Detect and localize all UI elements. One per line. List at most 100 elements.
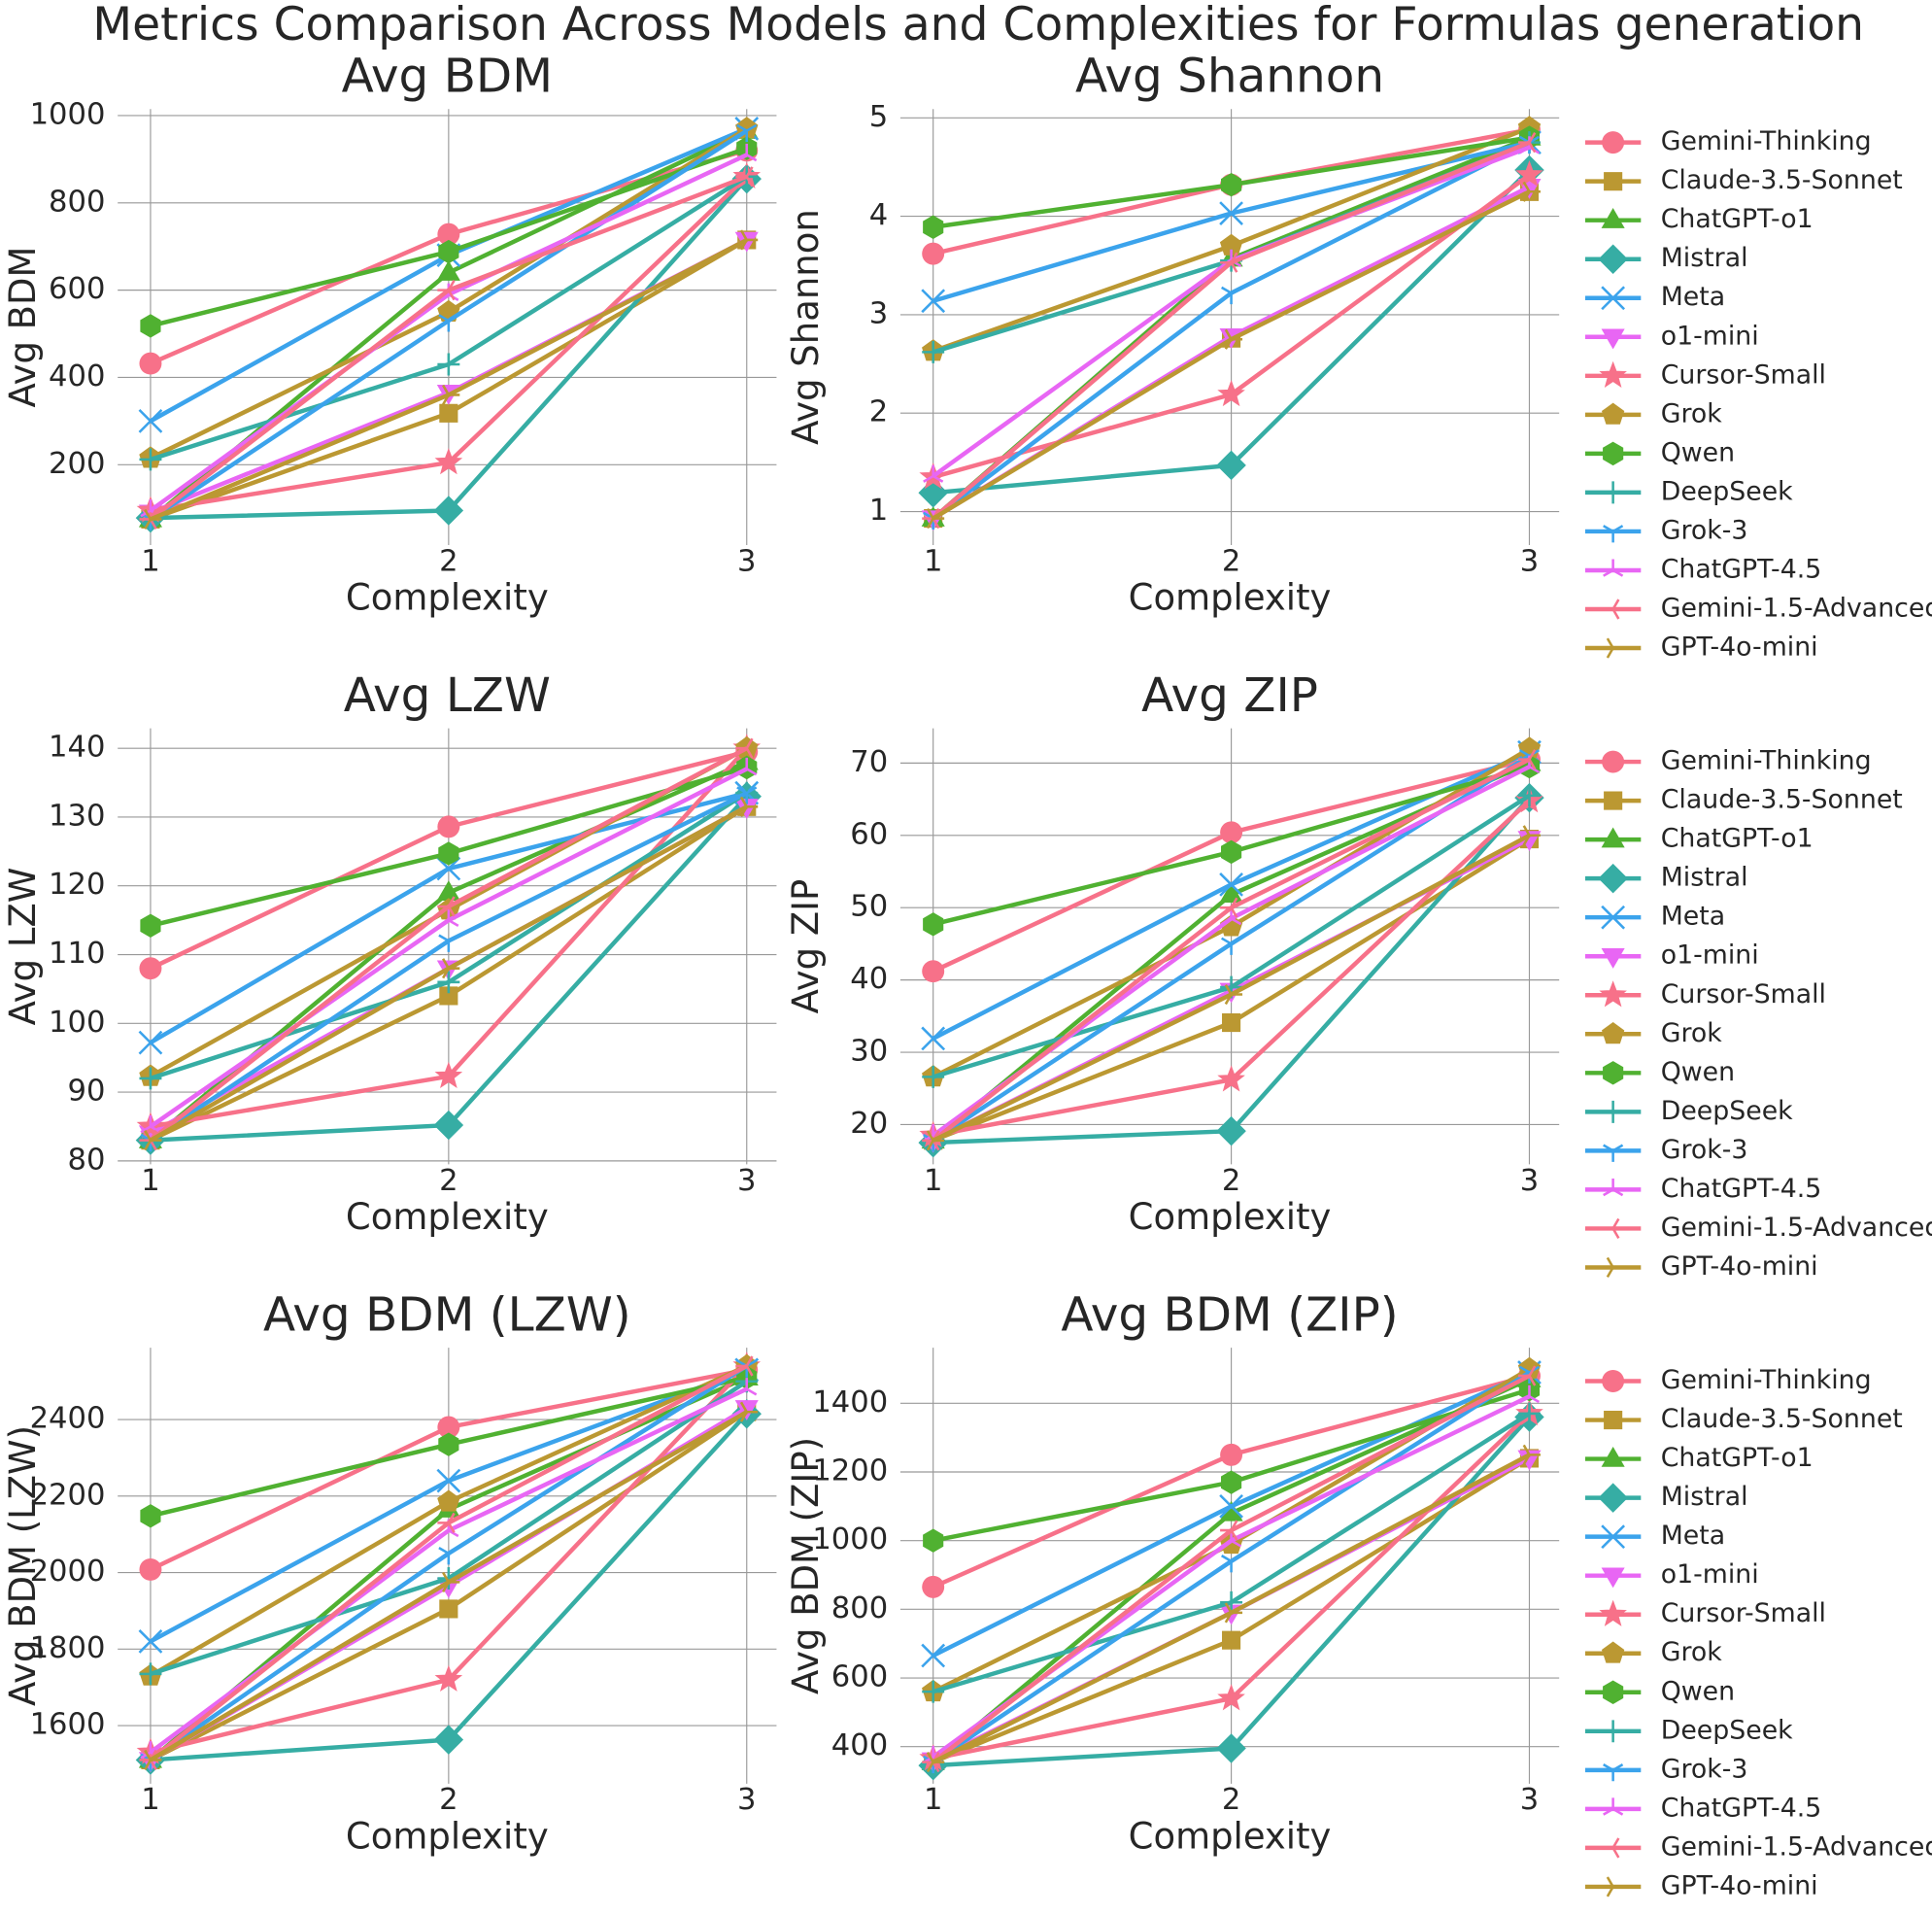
legend-marker <box>1602 1217 1620 1240</box>
legend-marker <box>1601 948 1625 969</box>
marker <box>139 1662 162 1686</box>
legend-marker <box>1601 1641 1625 1663</box>
legend-label: Gemini-Thinking <box>1661 126 1872 156</box>
y-tick-label: 600 <box>831 1660 888 1694</box>
marker <box>1221 1555 1242 1573</box>
y-tick-label: 3 <box>869 296 888 330</box>
legend-marker <box>1602 1100 1625 1123</box>
marker <box>1518 1402 1541 1425</box>
legend-label: Grok-3 <box>1661 515 1748 545</box>
marker <box>922 960 945 983</box>
y-axis-label: Avg BDM (ZIP) <box>785 1437 827 1694</box>
axes-title: Avg LZW <box>344 668 551 723</box>
y-tick-label: 100 <box>49 1006 105 1040</box>
y-tick-label: 400 <box>49 359 105 393</box>
marker <box>436 856 461 881</box>
legend-label: Meta <box>1661 902 1725 932</box>
marker <box>739 796 759 817</box>
marker <box>1217 379 1245 407</box>
marker <box>1522 825 1541 846</box>
y-axis-label: Avg ZIP <box>785 879 827 1014</box>
y-tick-label: 2200 <box>30 1478 106 1512</box>
legend-marker <box>1601 827 1625 848</box>
y-tick-label: 1400 <box>812 1385 888 1419</box>
y-tick-label: 60 <box>850 817 888 851</box>
x-tick-label: 1 <box>924 1164 942 1198</box>
legend-label: Grok <box>1661 1637 1723 1667</box>
axes-title: Avg ZIP <box>1141 668 1318 723</box>
legend-marker <box>1603 1680 1624 1704</box>
marker <box>437 896 456 917</box>
marker <box>1219 1493 1243 1519</box>
x-tick-label: 2 <box>1222 1783 1240 1817</box>
y-axis-label: Avg BDM <box>2 247 44 408</box>
marker <box>437 353 460 376</box>
legend-label: GPT-4o-mini <box>1661 633 1818 663</box>
marker <box>1522 181 1541 202</box>
marker <box>437 971 460 994</box>
y-tick-label: 20 <box>850 1107 888 1141</box>
y-tick-label: 600 <box>49 272 105 306</box>
legend-label: ChatGPT-4.5 <box>1661 1174 1822 1204</box>
marker <box>438 908 459 927</box>
legend-marker <box>1601 1567 1625 1589</box>
marker <box>138 1629 163 1654</box>
legend-label: Grok <box>1661 398 1723 428</box>
marker <box>442 1571 460 1592</box>
x-axis-label: Complexity <box>1129 1196 1332 1238</box>
marker <box>442 384 460 406</box>
marker <box>921 1643 946 1668</box>
marker <box>922 242 945 265</box>
marker <box>140 1504 161 1528</box>
legend-marker <box>1606 637 1625 659</box>
marker <box>144 1749 162 1771</box>
x-tick-label: 2 <box>1222 544 1240 578</box>
marker <box>735 1355 754 1377</box>
y-tick-label: 2400 <box>30 1402 106 1436</box>
legend-marker <box>1598 244 1628 274</box>
marker <box>1220 1443 1243 1466</box>
legend-marker <box>1602 750 1625 773</box>
marker <box>1217 1684 1245 1711</box>
y-tick-label: 1600 <box>30 1708 106 1742</box>
marker <box>1216 1115 1246 1146</box>
marker <box>139 352 162 375</box>
marker <box>923 464 944 483</box>
legend-label: Meta <box>1661 1521 1725 1551</box>
x-tick-label: 1 <box>141 1164 159 1198</box>
y-tick-label: 50 <box>850 890 888 924</box>
legend-marker <box>1599 1599 1627 1626</box>
marker <box>437 222 460 246</box>
legend-label: ChatGPT-4.5 <box>1661 554 1822 584</box>
marker <box>923 215 944 239</box>
legend-marker <box>1601 905 1626 930</box>
marker <box>735 737 754 759</box>
marker <box>437 280 456 301</box>
y-tick-label: 2000 <box>30 1555 106 1589</box>
legend-marker <box>1602 1720 1625 1743</box>
legend-marker <box>1601 208 1625 228</box>
marker <box>434 448 463 475</box>
legend-label: Claude-3.5-Sonnet <box>1661 785 1903 815</box>
x-tick-label: 3 <box>1520 1783 1539 1817</box>
marker <box>1221 286 1242 305</box>
legend-label: Cursor-Small <box>1661 359 1826 390</box>
marker <box>144 508 162 530</box>
marker <box>1221 839 1242 865</box>
marker <box>1220 1590 1243 1614</box>
marker <box>1220 897 1238 918</box>
marker <box>736 123 758 143</box>
marker <box>922 1680 945 1703</box>
y-tick-label: 90 <box>68 1075 106 1109</box>
x-tick-label: 3 <box>1520 544 1539 578</box>
marker <box>926 508 945 530</box>
legend-marker <box>1601 402 1625 425</box>
x-tick-label: 2 <box>439 544 458 578</box>
y-tick-label: 140 <box>49 731 105 765</box>
legend-label: GPT-4o-mini <box>1661 1251 1818 1282</box>
legend-marker <box>1606 1876 1625 1898</box>
legend-label: Cursor-Small <box>1661 979 1826 1009</box>
marker <box>1224 983 1243 1006</box>
marker <box>1216 450 1246 481</box>
